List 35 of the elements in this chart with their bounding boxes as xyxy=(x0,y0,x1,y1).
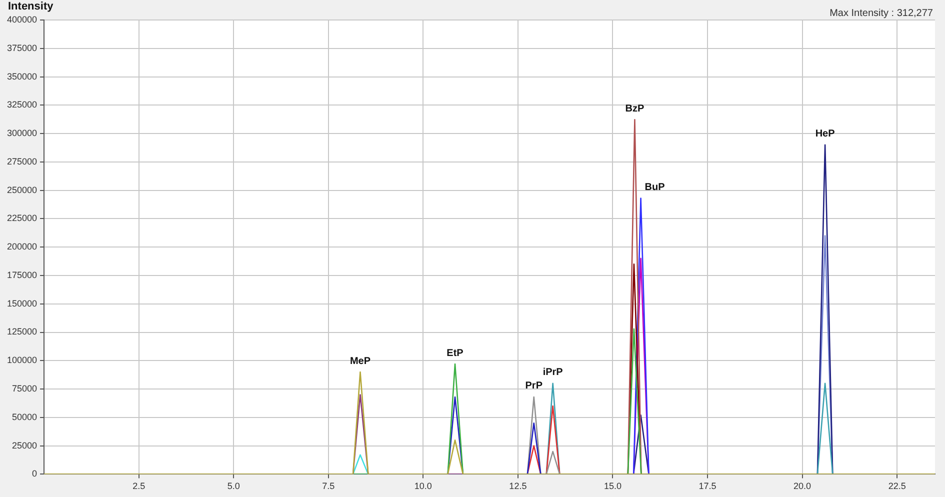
y-tick-label: 25000 xyxy=(12,440,38,450)
x-tick-label: 10.0 xyxy=(414,481,432,492)
annotation: EtP xyxy=(446,348,464,359)
y-tick-label: 375000 xyxy=(6,42,38,53)
y-tick-label: 300000 xyxy=(6,128,38,138)
y-tick-label: 275000 xyxy=(6,156,38,166)
annotation: iPrP xyxy=(542,367,564,378)
y-tick-label: 150000 xyxy=(6,298,38,308)
x-tick-label: 5.0 xyxy=(227,481,240,492)
y-tick-label: 250000 xyxy=(6,184,38,195)
y-tick-label: 350000 xyxy=(6,71,38,82)
y-tick-label: 125000 xyxy=(6,326,38,337)
y-tick-label: 325000 xyxy=(6,100,38,110)
x-tick-label: 2.5 xyxy=(132,481,146,492)
y-tick-label: 200000 xyxy=(6,242,38,252)
y-tick-label: 225000 xyxy=(6,213,38,224)
annotation: HeP xyxy=(815,128,836,140)
annotation: BuP xyxy=(644,182,666,194)
y-tick-label: 175000 xyxy=(6,270,38,280)
x-tick-label: 12.5 xyxy=(509,481,527,492)
y-tick-label: 75000 xyxy=(12,384,38,394)
x-tick-label: 22.5 xyxy=(888,481,906,492)
x-tick-label: 15.0 xyxy=(604,481,622,492)
y-tick-label: 0 xyxy=(32,468,38,479)
y-tick-label: 100000 xyxy=(6,355,38,366)
annotation: PrP xyxy=(525,380,543,392)
x-tick-label: 17.5 xyxy=(698,481,716,492)
text: Max Intensity : 312,277 xyxy=(830,8,934,19)
annotation: BzP xyxy=(625,103,644,114)
x-tick-label: 20.0 xyxy=(794,481,812,492)
y-tick-label: 50000 xyxy=(12,412,38,422)
y-axis-title: Intensity xyxy=(8,0,54,13)
annotation: MeP xyxy=(350,356,371,367)
x-tick-label: 7.5 xyxy=(322,481,335,492)
y-tick-label: 400000 xyxy=(6,14,38,24)
